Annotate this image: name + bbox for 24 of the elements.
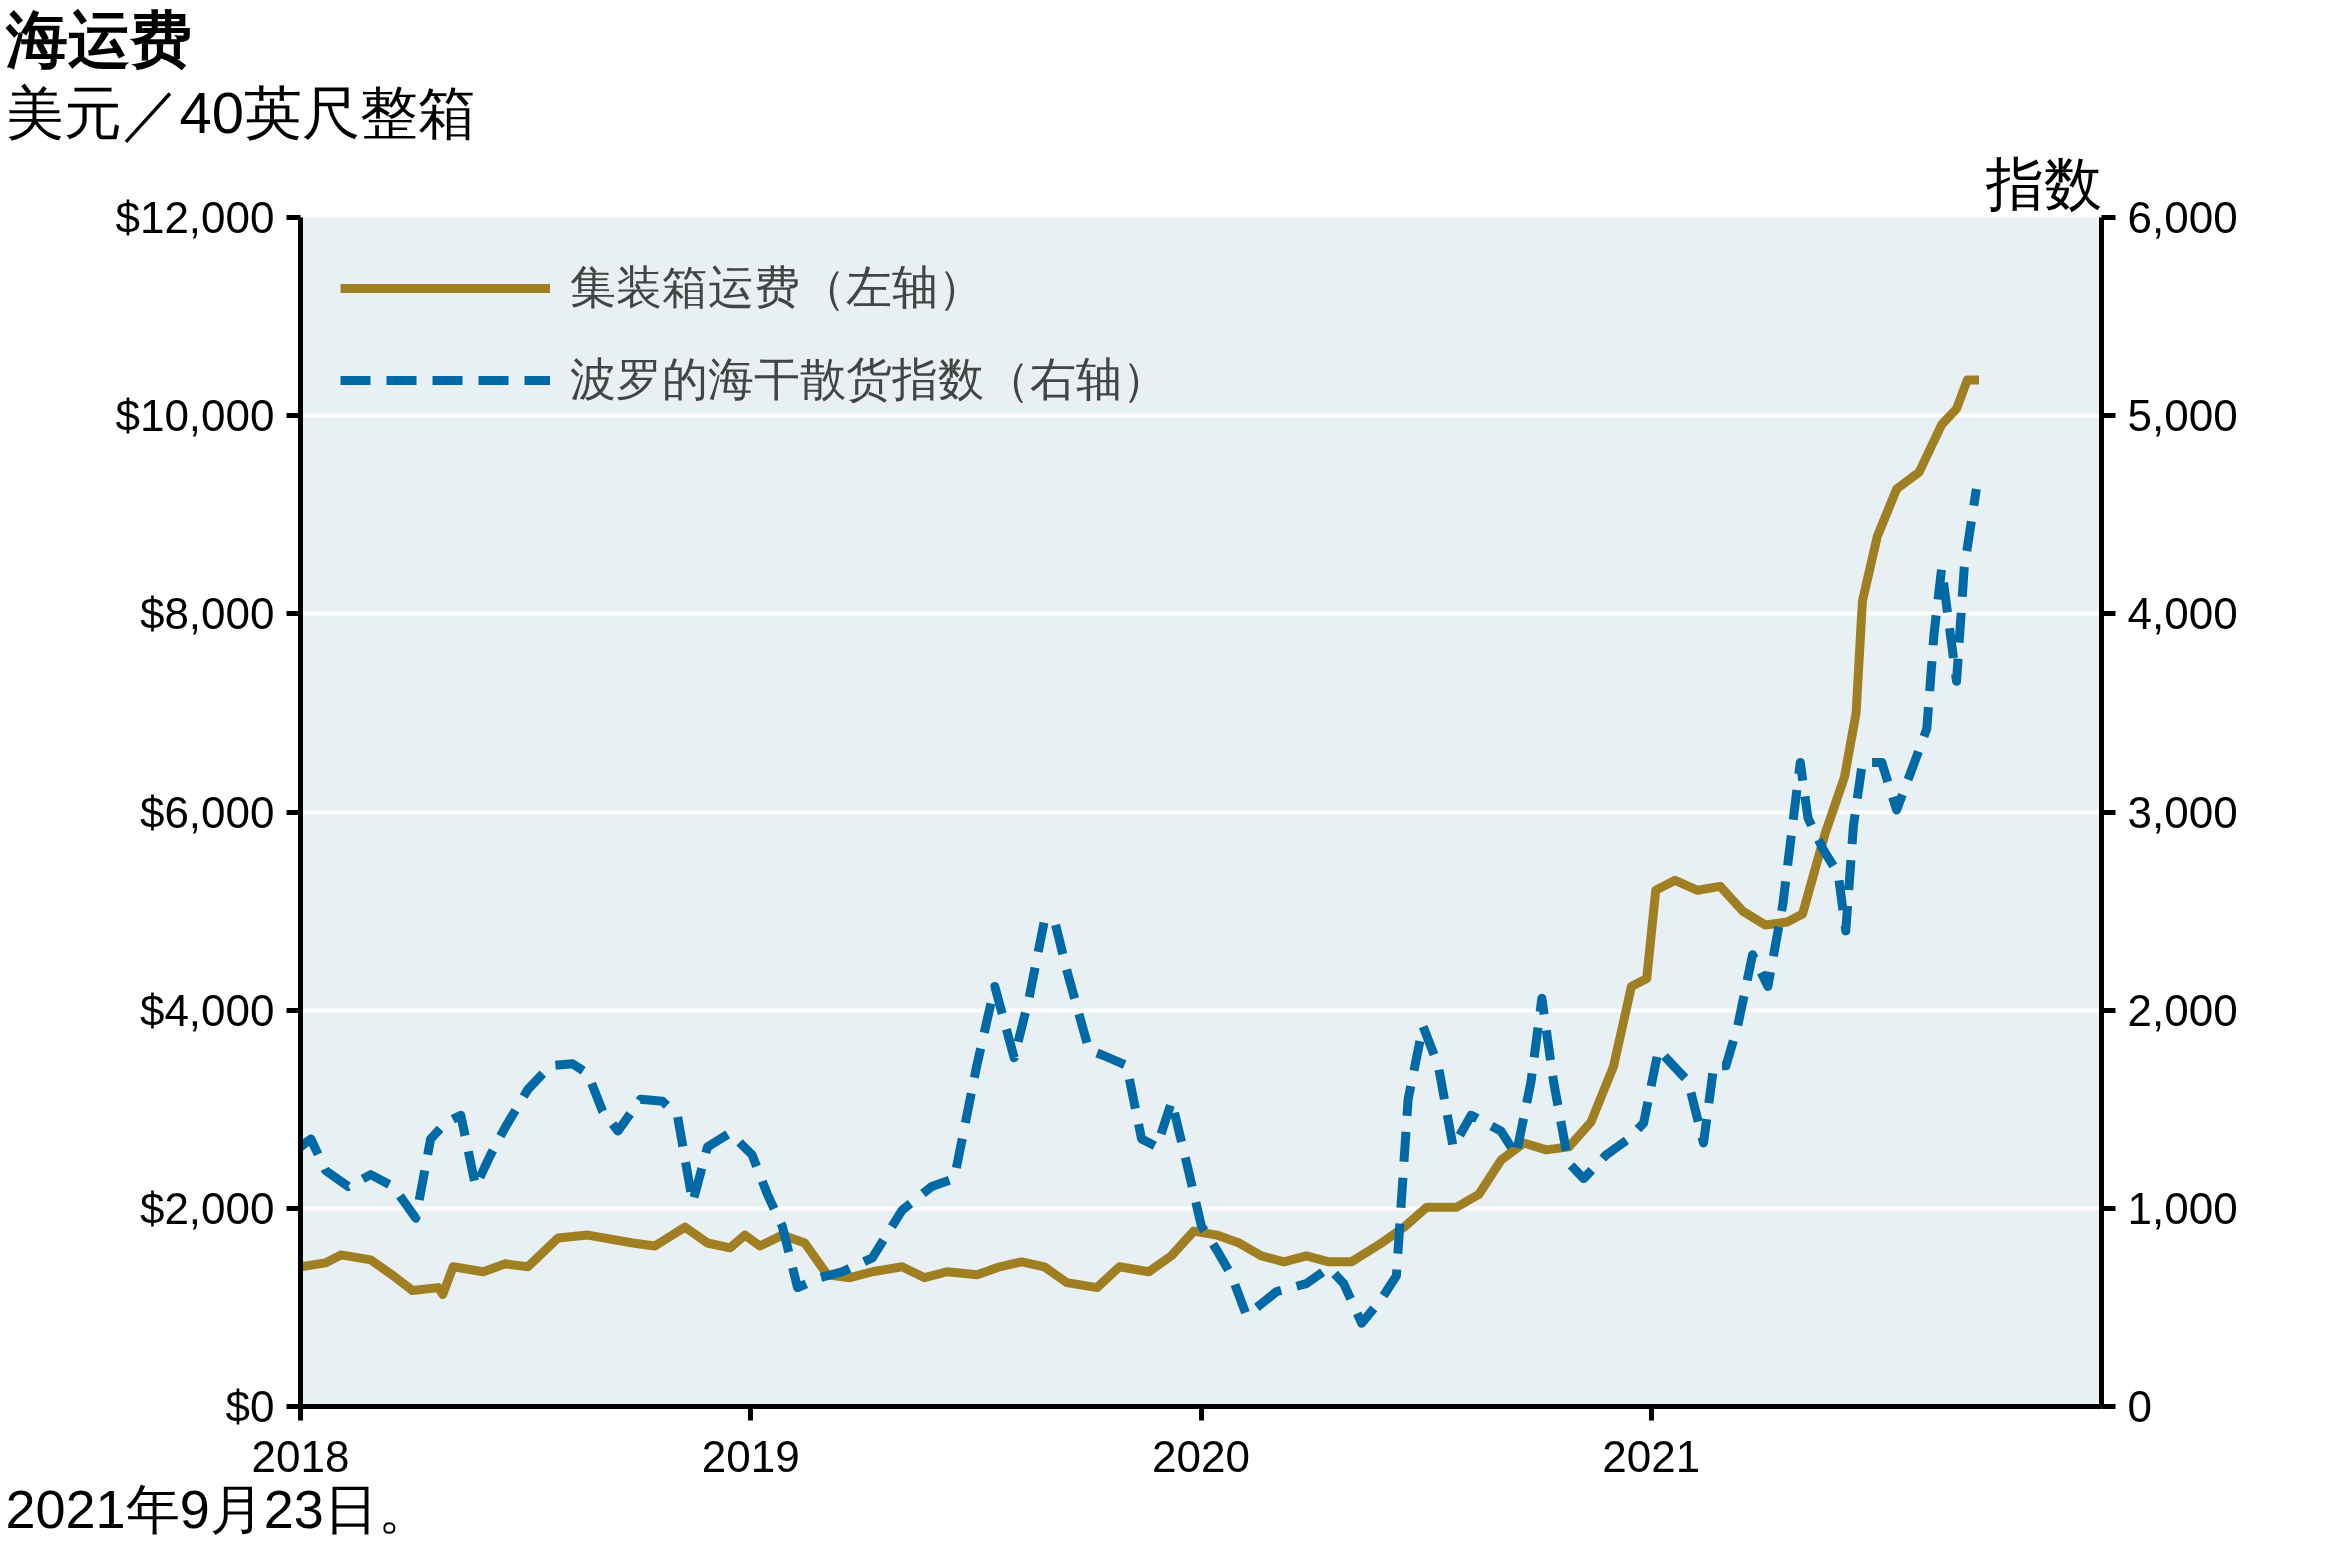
y-tick-label: $6,000: [139, 787, 275, 837]
y-tick-label: $8,000: [139, 589, 275, 639]
y2-tick-label: 0: [2127, 1382, 2152, 1431]
y-tick-label: $0: [225, 1382, 275, 1431]
x-tick-label: 2018: [251, 1431, 350, 1481]
text: 2021年9月23日。: [5, 1478, 432, 1539]
y-tick-label: $10,000: [115, 391, 275, 441]
y2-tick-label: 1,000: [2127, 1183, 2238, 1233]
y2-tick-label: 4,000: [2127, 589, 2238, 639]
y-tick-label: $2,000: [139, 1183, 275, 1233]
y-tick-label: $12,000: [115, 193, 275, 242]
y-tick-label: $4,000: [139, 985, 275, 1035]
x-tick-label: 2019: [701, 1431, 800, 1481]
chart-title: 海运费: [4, 4, 192, 74]
y2-tick-label: 2,000: [2127, 985, 2238, 1035]
y2-tick-label: 6,000: [2127, 193, 2238, 242]
legend-label: 集装箱运费（左轴）: [570, 260, 984, 315]
y2-tick-label: 3,000: [2127, 787, 2238, 837]
x-tick-label: 2020: [1152, 1431, 1250, 1481]
y2-tick-label: 5,000: [2127, 391, 2238, 441]
y2-axis-title: 指数: [1984, 150, 2102, 216]
legend-label: 波罗的海干散货指数（右轴）: [570, 352, 1168, 407]
y-axis-title: 美元／40英尺整箱: [5, 79, 477, 145]
x-tick-label: 2021: [1602, 1431, 1701, 1481]
